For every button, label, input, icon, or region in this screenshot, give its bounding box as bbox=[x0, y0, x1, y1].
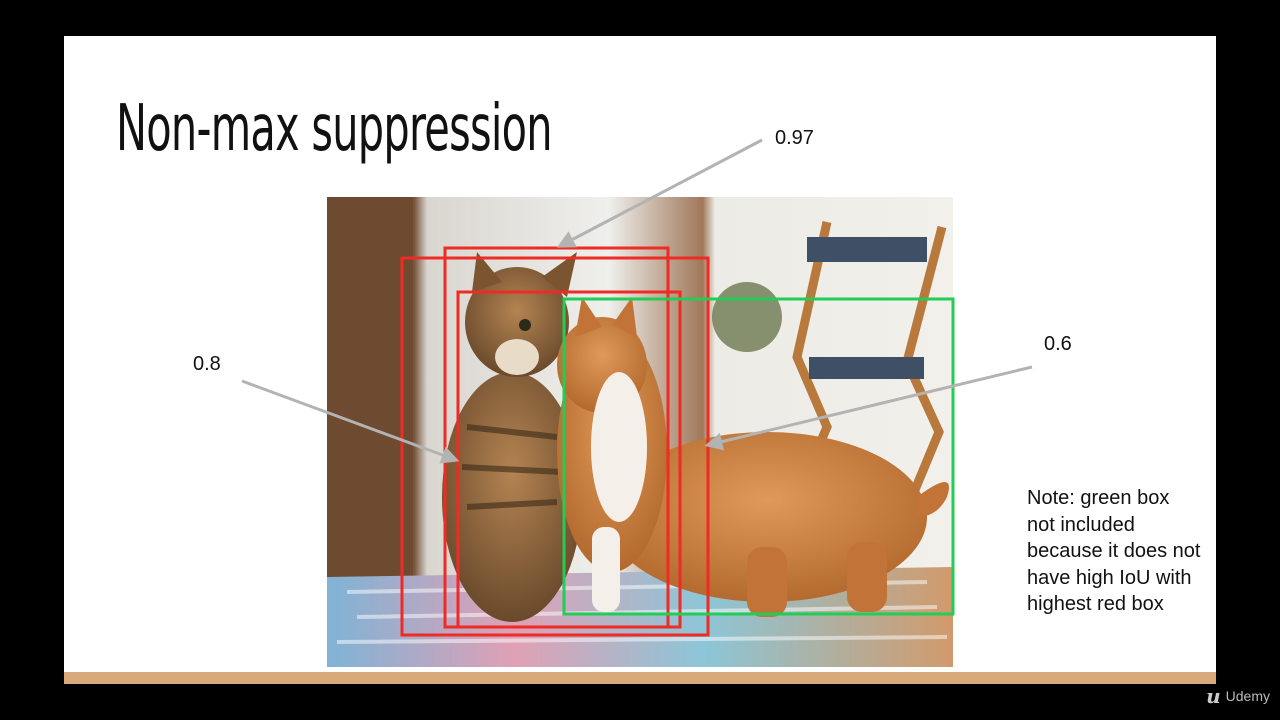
slide-bottom-bar bbox=[64, 672, 1216, 684]
cat-photo bbox=[327, 197, 953, 667]
score-top: 0.97 bbox=[775, 127, 814, 149]
score-left: 0.8 bbox=[193, 353, 221, 375]
udemy-label: Udemy bbox=[1225, 688, 1270, 704]
arrow-left bbox=[241, 379, 460, 464]
arrow-right bbox=[704, 365, 1033, 451]
green-box bbox=[562, 297, 955, 616]
annotation-overlay bbox=[241, 138, 1033, 637]
red-box-1 bbox=[443, 246, 670, 629]
udemy-u-icon: u bbox=[1206, 684, 1221, 708]
score-right: 0.6 bbox=[1044, 333, 1072, 355]
cat-pair-icon bbox=[327, 197, 953, 667]
red-box-2 bbox=[400, 256, 710, 637]
arrow-top bbox=[556, 138, 763, 248]
red-box-3 bbox=[456, 290, 682, 629]
slide: Non-max suppression bbox=[64, 36, 1216, 684]
udemy-watermark: u Udemy bbox=[1206, 684, 1270, 708]
slide-title: Non-max suppression bbox=[116, 92, 553, 166]
note-text: Note: green box not included because it … bbox=[1027, 487, 1201, 615]
